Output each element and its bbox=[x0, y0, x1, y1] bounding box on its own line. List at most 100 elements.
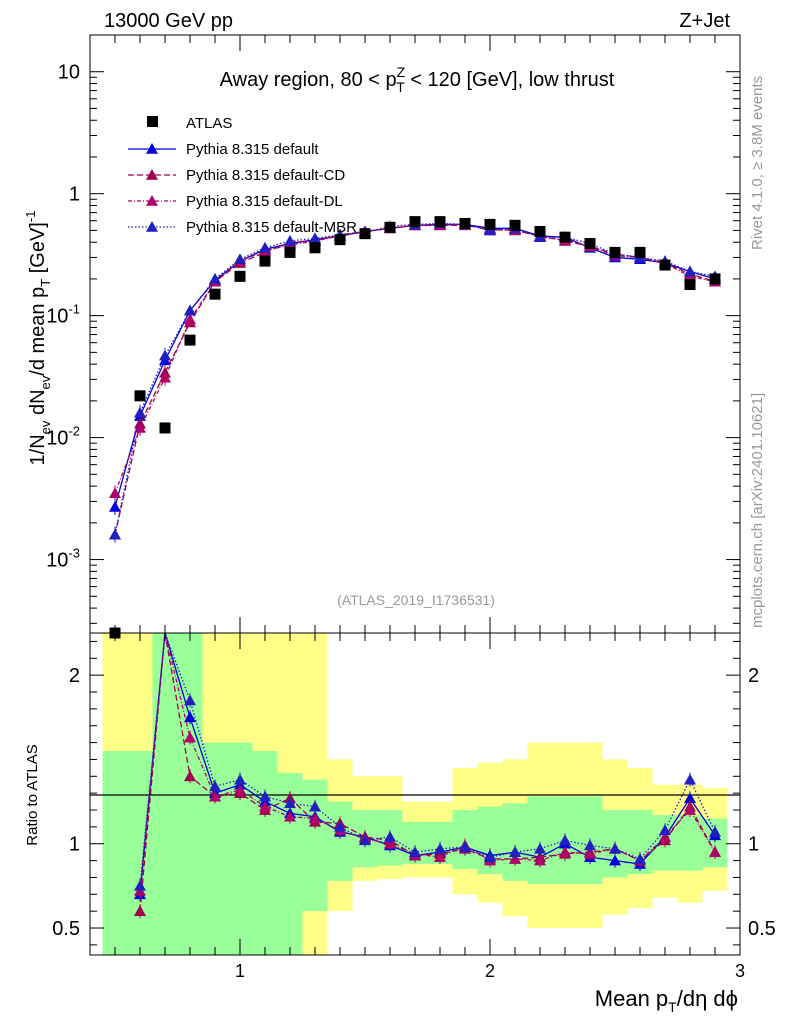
y-tick-label: 10 bbox=[58, 62, 80, 84]
main-series-marker bbox=[134, 406, 146, 418]
data-point bbox=[284, 246, 296, 258]
ratio-tick-label: 1 bbox=[69, 834, 80, 856]
main-series-marker bbox=[259, 241, 271, 253]
data-point bbox=[409, 216, 421, 228]
data-point bbox=[309, 242, 321, 254]
main-series-marker bbox=[134, 421, 146, 433]
ratio-series-marker bbox=[234, 773, 246, 785]
main-series-marker bbox=[234, 253, 246, 265]
ratio-series-line bbox=[139, 632, 716, 891]
ratio-series-marker bbox=[284, 797, 296, 809]
plot-title: Away region, 80 < pZ T < 120 [GeV], low t… bbox=[220, 64, 615, 95]
main-series-marker bbox=[184, 304, 196, 316]
ratio-tick-label-right: 1 bbox=[748, 834, 759, 856]
ratio-series-marker bbox=[509, 846, 521, 857]
header-right: Z+Jet bbox=[679, 10, 730, 32]
data-point bbox=[684, 279, 696, 291]
main-series-marker bbox=[109, 528, 121, 540]
x-axis-label: Mean pT/dη dϕ bbox=[595, 986, 738, 1015]
ratio-series-marker bbox=[534, 842, 546, 854]
data-point bbox=[709, 273, 721, 285]
axis-ticks: 1 2 3 10-3 10-2 10-1 1 10 0.5 0.5 1 1 2 2 bbox=[46, 34, 776, 981]
ratio-series-marker bbox=[209, 790, 221, 802]
ratio-series-marker bbox=[259, 790, 271, 802]
data-point bbox=[484, 218, 496, 230]
ratio-series-marker bbox=[134, 879, 146, 891]
ratio-tick-label: 0.5 bbox=[52, 918, 80, 940]
ratio-series-marker bbox=[209, 780, 221, 792]
data-point bbox=[659, 259, 671, 271]
y-tick-label: 10-1 bbox=[46, 302, 80, 328]
data-point bbox=[609, 246, 621, 258]
y-axis-label: 1/Nev dNev/d mean pT [GeV]-1 bbox=[23, 211, 53, 466]
ratio-series-marker bbox=[559, 846, 571, 857]
data-point bbox=[384, 221, 396, 233]
legend-marker-atlas bbox=[147, 116, 158, 127]
analysis-id: (ATLAS_2019_I1736531) bbox=[337, 592, 495, 608]
main-series-marker bbox=[184, 313, 196, 325]
main-data-group bbox=[109, 216, 721, 639]
ratio-band-green bbox=[202, 742, 228, 955]
data-point bbox=[584, 238, 596, 250]
main-series-marker bbox=[284, 234, 296, 246]
data-point bbox=[134, 390, 146, 402]
ratio-band-green bbox=[302, 779, 328, 912]
ratio-series-marker bbox=[434, 842, 446, 854]
ratio-series-marker bbox=[609, 854, 621, 866]
data-point bbox=[459, 217, 471, 229]
rivet-label: Rivet 4.1.0, ≥ 3.8M events bbox=[749, 76, 766, 250]
ratio-tick-label-right: 0.5 bbox=[748, 918, 776, 940]
legend-marker bbox=[146, 195, 158, 206]
main-series-line bbox=[114, 224, 716, 535]
ratio-series-marker bbox=[184, 770, 196, 782]
header-left: 13000 GeV pp bbox=[104, 10, 233, 32]
ratio-band-green bbox=[102, 751, 128, 955]
ratio-series-marker bbox=[284, 810, 296, 822]
x-tick-label: 3 bbox=[735, 961, 745, 981]
ratio-series-marker bbox=[134, 905, 146, 916]
ratio-series-line bbox=[139, 632, 716, 895]
data-point bbox=[534, 225, 546, 237]
legend-label-dl: Pythia 8.315 default-DL bbox=[186, 193, 343, 210]
main-series-marker bbox=[109, 487, 121, 499]
ratio-band-green bbox=[252, 751, 278, 955]
ratio-series-marker bbox=[584, 847, 596, 859]
data-point bbox=[184, 334, 196, 346]
ratio-tick-label: 2 bbox=[69, 665, 80, 687]
data-point bbox=[209, 288, 221, 300]
ratio-series-group bbox=[134, 632, 721, 919]
legend-marker bbox=[146, 221, 158, 232]
legend-label-cd: Pythia 8.315 default-CD bbox=[186, 167, 345, 184]
ratio-series-marker bbox=[684, 773, 696, 785]
data-point bbox=[334, 234, 346, 246]
legend-label-mbr: Pythia 8.315 default-MBR bbox=[186, 219, 357, 236]
ratio-bands bbox=[102, 633, 728, 955]
ratio-series-marker bbox=[384, 830, 396, 842]
main-series-marker bbox=[159, 371, 171, 383]
ratio-y-axis-label: Ratio to ATLAS bbox=[24, 744, 41, 845]
ratio-series-marker bbox=[309, 812, 321, 824]
ratio-band-green bbox=[677, 815, 703, 871]
ratio-band-green bbox=[327, 801, 353, 881]
x-tick-label: 1 bbox=[235, 961, 245, 981]
ratio-series-marker bbox=[259, 800, 271, 812]
ratio-series-marker bbox=[434, 851, 446, 863]
data-point bbox=[259, 255, 271, 267]
x-tick-label: 2 bbox=[485, 961, 495, 981]
data-point bbox=[434, 216, 446, 228]
y-tick-label: 10-3 bbox=[46, 546, 80, 572]
main-series-line bbox=[114, 223, 716, 508]
ratio-series-marker bbox=[609, 842, 621, 854]
ratio-series-marker bbox=[484, 851, 496, 863]
data-point bbox=[359, 228, 371, 240]
main-series-marker bbox=[209, 272, 221, 284]
main-series-marker bbox=[309, 232, 321, 244]
ratio-series-marker bbox=[184, 731, 196, 743]
ratio-series-marker bbox=[309, 800, 321, 812]
main-series-marker bbox=[109, 500, 121, 512]
ratio-series-marker bbox=[684, 792, 696, 804]
main-series-group bbox=[109, 217, 721, 543]
ratio-series-marker bbox=[709, 825, 721, 837]
data-point bbox=[509, 219, 521, 231]
